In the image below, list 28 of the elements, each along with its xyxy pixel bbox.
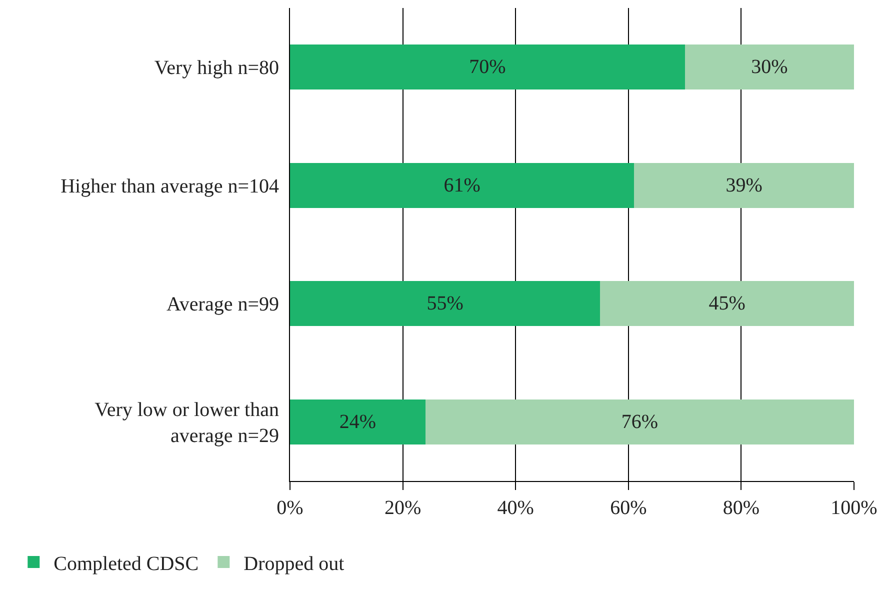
y-tick-label: Higher than average n=104 (60, 175, 279, 198)
bar (425, 399, 854, 444)
data-label: 45% (708, 292, 746, 315)
legend-label: Completed CDSC (54, 552, 199, 575)
y-tick-label: Very high n=80 (154, 57, 279, 80)
bar (600, 281, 854, 326)
legend-label: Dropped out (244, 552, 345, 575)
data-label: 30% (751, 56, 788, 78)
bar (290, 399, 426, 444)
data-label: 24% (339, 410, 376, 433)
x-tick-label: 0% (276, 497, 304, 519)
bar (684, 44, 854, 90)
bar (290, 281, 600, 326)
y-tick-label: Very low or lower than average n=29 (94, 398, 279, 447)
x-tick-label: 100% (830, 497, 878, 519)
bar (290, 44, 685, 90)
x-tick-label: 80% (722, 497, 760, 519)
data-label: 70% (469, 56, 506, 78)
data-label: 55% (426, 292, 464, 315)
data-label: 61% (444, 174, 480, 196)
y-tick-label: Average n=99 (166, 294, 279, 316)
bar (634, 162, 854, 208)
bar (290, 162, 634, 208)
x-tick-label: 40% (497, 497, 534, 519)
x-tick-label: 60% (610, 497, 647, 519)
x-tick-label: 20% (384, 497, 422, 519)
data-label: 76% (621, 410, 658, 433)
data-label: 39% (726, 174, 762, 196)
